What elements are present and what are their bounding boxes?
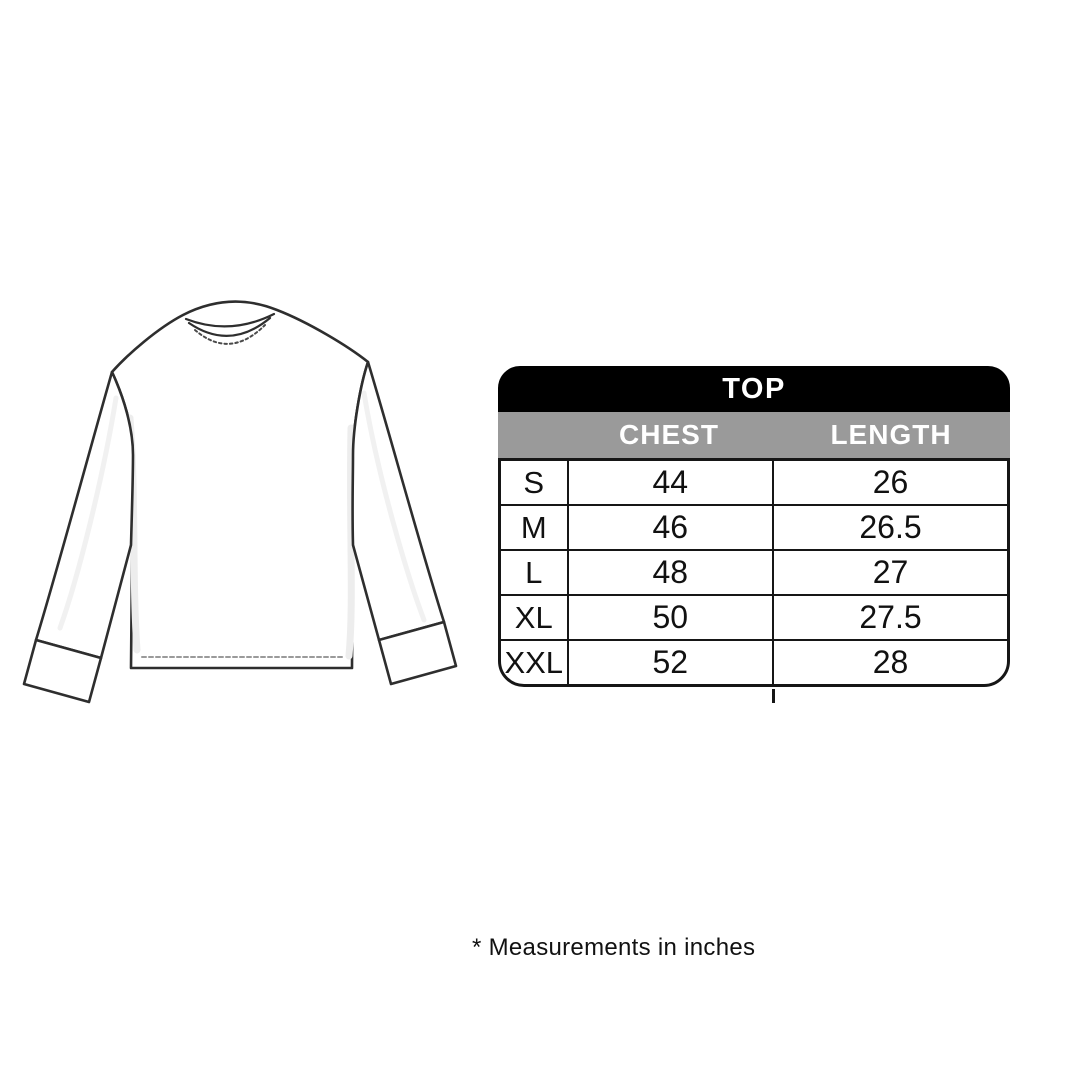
- table-row: M 46 26.5: [501, 506, 1007, 551]
- length-value: 27: [872, 554, 909, 590]
- collar-middle-line: [184, 312, 276, 328]
- left-cuff: [22, 638, 103, 704]
- left-sleeve: [34, 370, 135, 660]
- column-header-chest: CHEST: [619, 419, 719, 450]
- table-column-headers: CHEST LENGTH: [498, 412, 1010, 458]
- length-value: 27.5: [859, 599, 922, 635]
- shirt-body: [110, 300, 370, 670]
- right-sleeve: [351, 360, 446, 642]
- chest-value: 48: [569, 551, 774, 594]
- size-label: L: [501, 551, 569, 594]
- size-label: S: [501, 461, 569, 504]
- table-title: TOP: [498, 366, 1010, 412]
- size-chart-table: TOP CHEST LENGTH S 44 26 M 46 26.5 L 48 …: [498, 366, 1010, 703]
- chest-value: 52: [569, 641, 774, 684]
- measurements-footnote: * Measurements in inches: [472, 934, 756, 961]
- table-row: S 44 26: [501, 461, 1007, 506]
- length-value: 28: [872, 644, 909, 680]
- size-label: XXL: [501, 641, 569, 684]
- body-shading-right: [345, 424, 355, 660]
- collar-bottom-line: [187, 316, 272, 337]
- column-divider-overhang: [772, 689, 775, 703]
- length-value: 26: [872, 464, 909, 500]
- table-body: S 44 26 M 46 26.5 L 48 27 XL 50 27.5 XXL: [498, 458, 1010, 687]
- chest-value: 50: [569, 596, 774, 639]
- table-row: XL 50 27.5: [501, 596, 1007, 641]
- size-label: M: [501, 506, 569, 549]
- chest-value: 46: [569, 506, 774, 549]
- left-sleeve-shading: [57, 395, 119, 631]
- length-value: 26.5: [859, 509, 922, 545]
- right-sleeve-shading: [361, 390, 427, 623]
- size-label: XL: [501, 596, 569, 639]
- collar-stitching: [194, 324, 266, 345]
- right-cuff: [377, 620, 458, 686]
- garment-sketch: [22, 300, 458, 704]
- chest-value: 44: [569, 461, 774, 504]
- table-row: L 48 27: [501, 551, 1007, 596]
- column-header-length: LENGTH: [830, 419, 952, 450]
- table-row: XXL 52 28: [501, 641, 1007, 684]
